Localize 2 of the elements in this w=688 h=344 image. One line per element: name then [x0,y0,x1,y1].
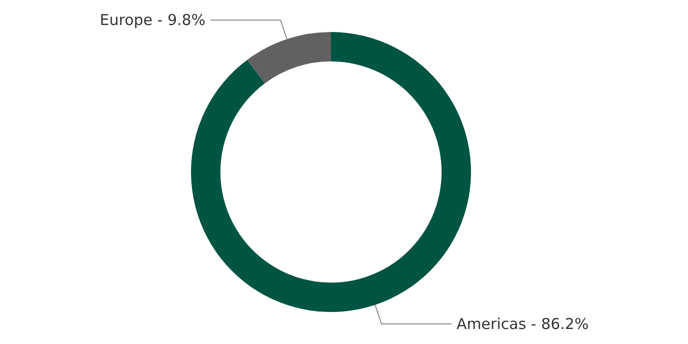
slice-label: Europe - 9.8% [100,11,206,30]
slice-label: Americas - 86.2% [456,314,589,333]
